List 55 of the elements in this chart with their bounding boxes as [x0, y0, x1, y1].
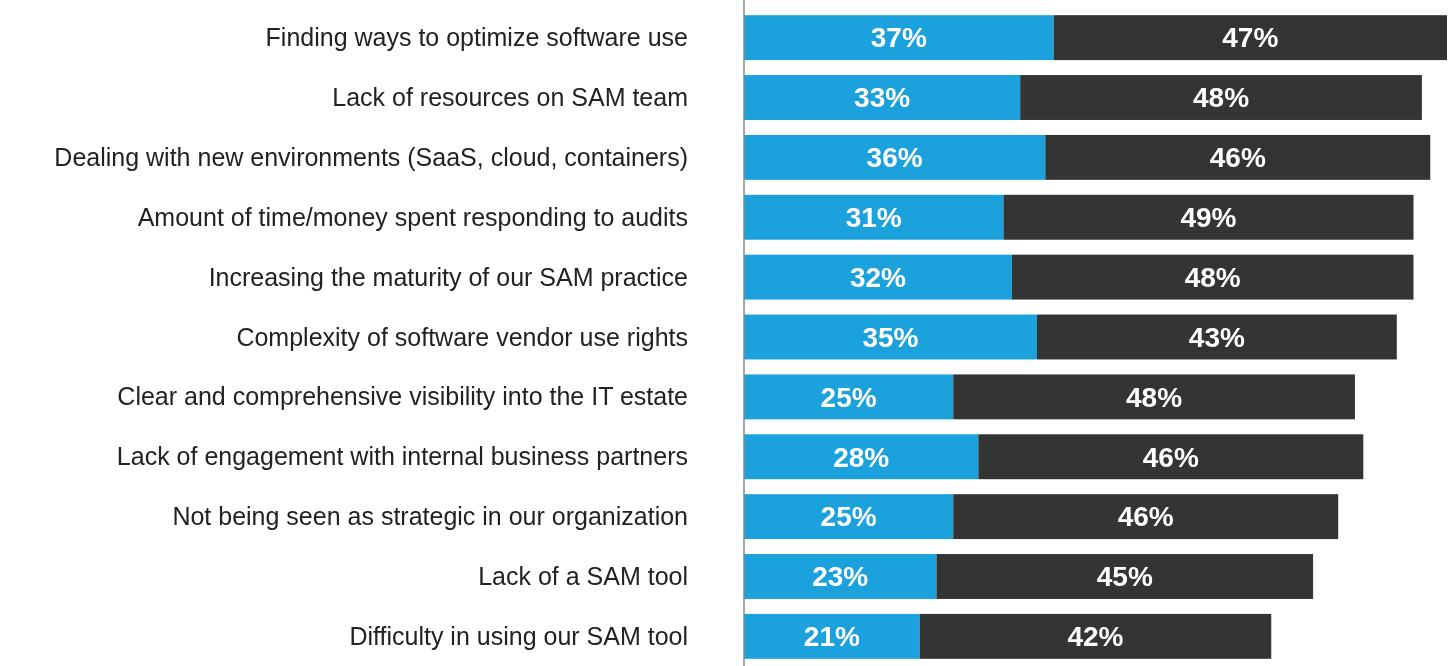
data-label: 36% [866, 142, 923, 174]
y-tick-label: Dealing with new environments (SaaS, cloud, containers) [54, 142, 688, 171]
data-label: 48% [1193, 82, 1250, 114]
data-label: 48% [1126, 381, 1183, 413]
bar [978, 434, 1364, 480]
data-label: 25% [820, 501, 877, 533]
data-label: 46% [1142, 441, 1199, 473]
y-tick-label: Amount of time/money spent responding to audits [137, 202, 688, 231]
bar [744, 134, 1046, 180]
bar [936, 554, 1314, 599]
bar [744, 434, 979, 480]
bar [1036, 314, 1397, 360]
bar [953, 494, 1339, 540]
bar [919, 613, 1272, 659]
bar [1045, 134, 1431, 180]
y-tick-label: Not being seen as strategic in our organization [172, 502, 688, 531]
data-label: 28% [833, 441, 890, 473]
bar [744, 613, 920, 659]
bar [1003, 194, 1414, 240]
y-tick-label: Difficulty in using our SAM tool [349, 621, 688, 650]
y-tick-label: Increasing the maturity of our SAM practice [208, 262, 688, 291]
data-label: 31% [845, 202, 902, 234]
data-label: 23% [812, 561, 869, 593]
data-label: 33% [854, 82, 911, 114]
bar [744, 494, 954, 540]
bar [744, 314, 1037, 360]
y-tick-label: Clear and comprehensive visibility into the IT estate [117, 382, 688, 411]
data-label: 47% [1222, 22, 1279, 54]
data-label: 32% [849, 261, 907, 293]
y-tick-label: Lack of engagement with internal business partners [116, 442, 688, 471]
data-label: 37% [870, 22, 927, 54]
data-label: 21% [803, 621, 860, 653]
bar [744, 15, 1054, 61]
data-label: 46% [1209, 142, 1266, 174]
y-tick-label: Lack of resources on SAM team [332, 83, 688, 112]
data-label: 46% [1117, 501, 1174, 533]
data-label: 35% [862, 321, 919, 353]
data-label: 25% [820, 381, 877, 413]
bar [744, 554, 937, 599]
bar [953, 374, 1355, 420]
data-label: 42% [1067, 621, 1124, 653]
bar [1020, 75, 1422, 120]
bar [744, 254, 1012, 300]
bar [744, 194, 1004, 240]
y-tick-label: Lack of a SAM tool [478, 561, 688, 590]
bar [744, 75, 1021, 120]
data-label: 48% [1184, 261, 1241, 293]
data-label: 43% [1188, 321, 1245, 353]
y-tick-label: Finding ways to optimize software use [265, 23, 688, 52]
bar [1011, 254, 1414, 300]
data-label: 45% [1096, 561, 1153, 593]
bar [1053, 15, 1447, 61]
bar [744, 374, 954, 420]
y-tick-label: Complexity of software vendor use rights [236, 322, 688, 351]
data-label: 49% [1180, 202, 1237, 234]
